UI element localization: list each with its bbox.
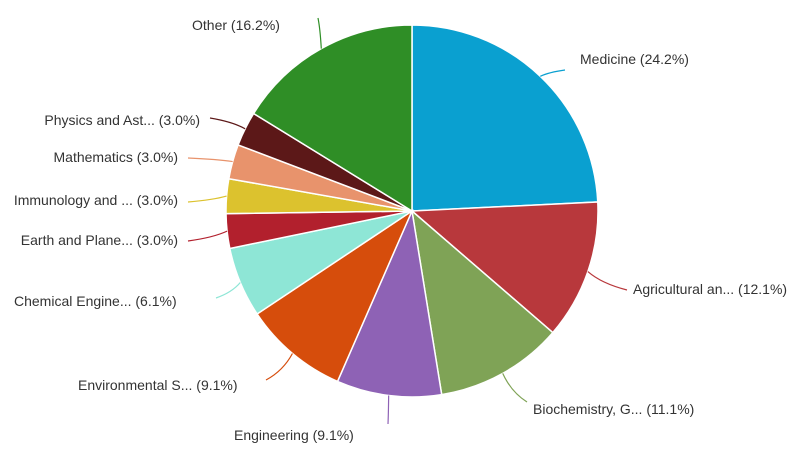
slice-label-earth-and-plane: Earth and Plane... (3.0%): [21, 232, 178, 248]
slice-label-biochemistry-g: Biochemistry, G... (11.1%): [533, 401, 694, 417]
pie-leader-lines: [187, 17, 628, 425]
pie-slice-engineering: [336, 208, 443, 398]
slice-label-immunology-and: Immunology and ... (3.0%): [14, 192, 178, 208]
slice-label-engineering: Engineering (9.1%): [234, 427, 354, 443]
pie-slice-other: [252, 24, 413, 213]
leader-line-agricultural-an: [587, 271, 628, 291]
slice-label-chemical-engine: Chemical Engine... (6.1%): [14, 293, 177, 309]
leader-line-biochemistry-g: [502, 373, 528, 403]
slice-label-other: Other (16.2%): [192, 17, 280, 33]
slice-label-environmental-s: Environmental S... (9.1%): [78, 377, 238, 393]
leader-line-earth-and-plane: [187, 230, 228, 242]
pie-slice-medicine: [411, 24, 599, 212]
leader-line-medicine: [540, 69, 566, 77]
pie-labels: Medicine (24.2%) Agricultural an... (12.1…: [14, 17, 787, 443]
slice-label-agricultural-an: Agricultural an... (12.1%): [633, 281, 787, 297]
leader-line-mathematics: [187, 157, 233, 163]
slice-label-medicine: Medicine (24.2%): [580, 51, 689, 67]
pie-slice-agricultural-an: [410, 201, 599, 334]
leader-line-engineering: [387, 395, 390, 425]
slice-label-physics-and-ast: Physics and Ast... (3.0%): [44, 112, 200, 128]
leader-line-environmental-s: [265, 353, 293, 381]
slice-label-mathematics: Mathematics (3.0%): [54, 149, 178, 165]
pie-slices: [225, 24, 599, 398]
leader-line-physics-and-ast: [209, 117, 246, 130]
leader-line-immunology-and: [187, 195, 227, 203]
pie-slice-biochemistry-g: [410, 209, 554, 396]
leader-line-chemical-engine: [215, 282, 241, 299]
leader-line-other: [317, 17, 322, 49]
